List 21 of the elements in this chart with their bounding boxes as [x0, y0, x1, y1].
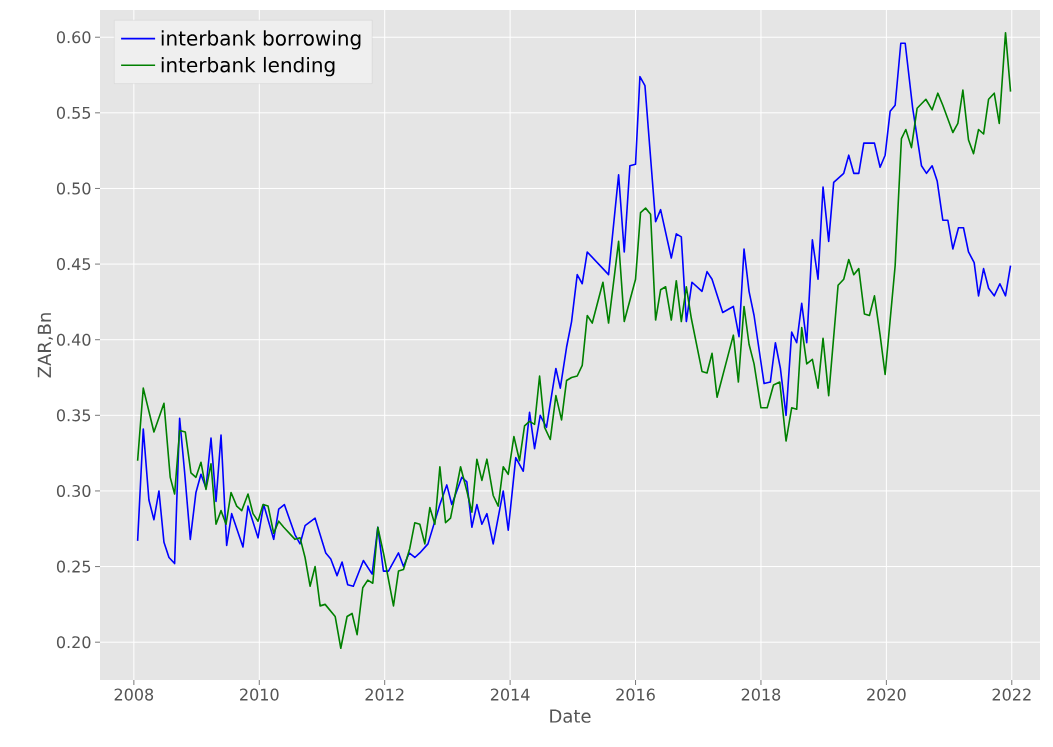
x-tick-label: 2014	[490, 688, 530, 701]
x-tick-label: 2010	[240, 688, 279, 701]
y-tick-label: 0.45	[56, 258, 91, 271]
legend-label: interbank lending	[161, 56, 335, 77]
y-tick-label: 0.30	[56, 484, 91, 498]
y-tick-label: 0.50	[56, 182, 91, 195]
x-tick-label: 2018	[741, 688, 781, 701]
y-tick-label: 0.20	[56, 636, 91, 649]
x-tick-label: 2008	[114, 688, 154, 701]
y-tick-label: 0.60	[56, 31, 91, 44]
x-axis-title: Date	[550, 709, 591, 723]
y-tick-label: 0.35	[56, 409, 91, 422]
y-tick-label: 0.40	[56, 333, 91, 346]
legend-label: interbank borrowing	[161, 30, 361, 50]
y-axis-title: ZAR,Bn	[37, 313, 54, 378]
x-tick-label: 2020	[867, 688, 906, 701]
x-tick-label: 2016	[616, 688, 655, 701]
y-tick-label: 0.25	[56, 560, 91, 573]
y-tick-label: 0.55	[56, 106, 91, 119]
x-tick-label: 2012	[365, 688, 404, 701]
x-tick-label: 2022	[992, 688, 1031, 701]
